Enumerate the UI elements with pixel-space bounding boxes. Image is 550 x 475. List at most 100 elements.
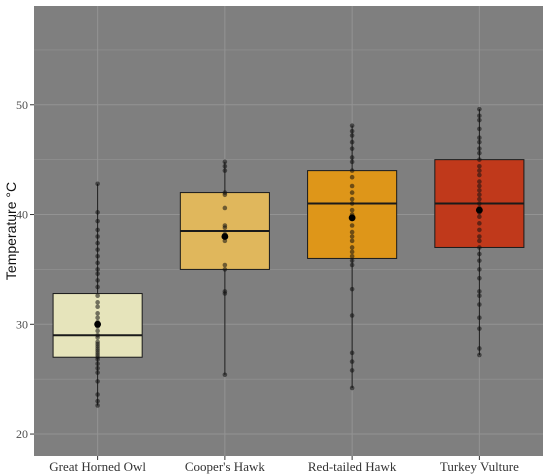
box-group <box>52 181 143 408</box>
x-tick-label: Turkey Vulture <box>440 459 519 474</box>
data-point <box>95 398 100 404</box>
data-point <box>95 315 100 321</box>
data-point <box>349 234 355 239</box>
y-tick-label: 40 <box>16 208 28 222</box>
data-point <box>477 188 482 193</box>
data-point <box>349 155 355 160</box>
data-point <box>349 196 355 202</box>
box-group <box>179 159 270 378</box>
data-point <box>477 352 482 358</box>
data-point <box>477 135 482 141</box>
data-point <box>95 267 100 272</box>
data-point <box>477 183 482 189</box>
y-tick-label: 20 <box>16 427 28 441</box>
data-point <box>477 139 482 145</box>
data-point <box>95 392 100 397</box>
data-point <box>95 234 100 239</box>
data-point <box>477 196 482 202</box>
data-point <box>95 379 100 384</box>
data-point <box>477 227 482 233</box>
data-point <box>95 304 100 310</box>
data-point <box>349 139 355 145</box>
data-point <box>477 168 482 173</box>
data-point <box>349 350 355 356</box>
data-point <box>349 238 355 244</box>
data-point <box>349 249 355 255</box>
data-point <box>95 403 100 408</box>
data-point <box>95 278 100 283</box>
data-point <box>95 247 100 252</box>
data-point <box>95 370 100 375</box>
data-point <box>222 223 228 228</box>
data-point <box>349 159 355 165</box>
x-tick-label: Red-tailed Hawk <box>308 459 397 474</box>
data-point <box>95 339 100 345</box>
data-point <box>95 361 100 367</box>
data-point <box>477 201 482 206</box>
y-tick-label: 30 <box>16 317 28 331</box>
data-point <box>95 332 100 338</box>
y-axis: 20 30 40 50 <box>16 98 34 441</box>
data-point <box>349 146 355 151</box>
data-point <box>477 245 482 250</box>
data-point <box>349 253 355 259</box>
box-group <box>307 123 398 391</box>
data-point <box>349 286 355 292</box>
data-point <box>349 133 355 138</box>
data-point <box>477 302 482 307</box>
data-point <box>477 267 482 272</box>
data-point <box>222 205 228 211</box>
y-axis-title: Temperature °C <box>3 182 19 280</box>
data-point <box>349 262 355 268</box>
data-point <box>477 315 482 321</box>
data-point <box>349 168 355 173</box>
data-point <box>95 218 100 224</box>
x-axis: Great Horned Owl Cooper's Hawk Red-tailed … <box>49 456 519 474</box>
data-point <box>95 365 100 371</box>
mean-point <box>94 320 102 328</box>
mean-point <box>475 206 483 214</box>
data-point <box>349 359 355 364</box>
data-point <box>95 271 100 277</box>
data-point <box>95 227 100 233</box>
data-point <box>222 190 228 195</box>
data-point <box>95 181 100 187</box>
data-point <box>477 238 482 244</box>
data-point <box>477 275 482 281</box>
data-point <box>477 192 482 198</box>
data-point <box>477 146 482 151</box>
data-point <box>222 262 228 268</box>
data-point <box>95 311 100 316</box>
data-point <box>222 267 228 272</box>
data-point <box>477 150 482 156</box>
data-point <box>222 159 228 165</box>
data-point <box>222 372 228 378</box>
data-point <box>349 174 355 180</box>
data-point <box>349 258 355 263</box>
data-point <box>349 190 355 195</box>
data-point <box>477 234 482 239</box>
data-point <box>477 163 482 169</box>
data-point <box>477 172 482 178</box>
data-point <box>477 221 482 226</box>
data-point <box>349 313 355 318</box>
data-point <box>477 179 482 184</box>
data-point <box>477 113 482 119</box>
data-point <box>349 123 355 128</box>
data-point <box>95 328 100 334</box>
box-group <box>434 106 525 358</box>
data-point <box>349 207 355 213</box>
data-point <box>477 289 482 294</box>
x-tick-label: Great Horned Owl <box>49 459 146 474</box>
boxes <box>52 106 525 408</box>
data-point <box>95 260 100 266</box>
data-point <box>477 117 482 123</box>
data-point <box>477 214 482 220</box>
data-point <box>222 289 228 294</box>
data-point <box>95 210 100 215</box>
mean-point <box>348 214 356 222</box>
data-point <box>222 238 228 244</box>
data-point <box>222 168 228 173</box>
data-point <box>349 183 355 189</box>
